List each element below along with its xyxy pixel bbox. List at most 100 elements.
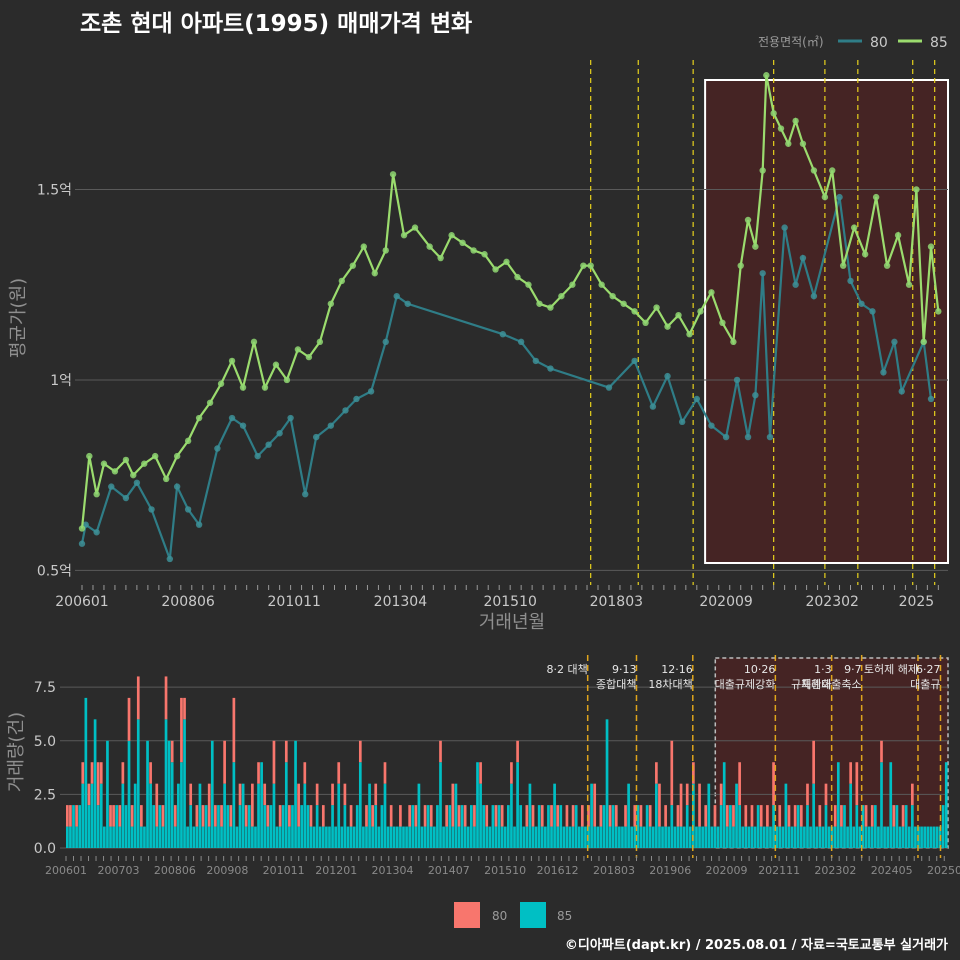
data-point-85: [228, 357, 236, 365]
bar-80: [793, 805, 797, 827]
bar-85: [106, 740, 109, 848]
bar-85: [510, 783, 513, 848]
bar-80: [901, 805, 905, 827]
data-point-80: [276, 430, 283, 437]
bar-85: [904, 805, 908, 848]
bar-85: [420, 826, 424, 848]
bar-85: [840, 826, 843, 848]
volume-y-tick-label: 5.0: [34, 734, 56, 750]
bar-80: [759, 805, 763, 827]
data-point-85: [927, 243, 935, 250]
data-point-85: [371, 270, 378, 277]
volume-y-tick-label: 7.5: [34, 680, 56, 696]
bar-85: [889, 762, 893, 848]
bar-85: [525, 826, 529, 848]
policy-annotation: 특례대출축소: [801, 678, 862, 691]
bar-80: [550, 805, 553, 827]
data-point-80: [898, 388, 905, 395]
bar-85: [713, 826, 717, 848]
bar-80: [75, 805, 78, 827]
bar-85: [852, 826, 856, 848]
bar-85: [584, 826, 587, 848]
bar-85: [655, 783, 658, 848]
data-point-85: [272, 361, 280, 368]
bar-85: [207, 826, 211, 848]
data-point-80: [517, 338, 525, 346]
data-point-85: [448, 232, 455, 239]
data-point-80: [93, 529, 100, 536]
bar-85: [873, 805, 877, 848]
bar-85: [719, 805, 723, 848]
bar-85: [688, 826, 692, 848]
bar-85: [75, 826, 78, 848]
bar-80: [232, 697, 236, 763]
data-point-85: [525, 281, 532, 288]
bar-85: [349, 826, 353, 848]
bar-80: [633, 805, 637, 827]
data-point-85: [872, 193, 880, 201]
bar-80: [423, 805, 427, 827]
bar-85: [537, 805, 541, 848]
policy-annotation: 대출규제강화: [715, 678, 776, 691]
bar-85: [315, 805, 319, 848]
volume-x-tick-label: 200703: [98, 864, 140, 877]
bar-80: [648, 805, 652, 827]
bar-80: [556, 805, 560, 827]
bar-85: [318, 826, 322, 848]
bar-80: [824, 783, 828, 806]
bar-85: [565, 826, 569, 848]
bar-80: [429, 805, 433, 827]
volume-legend-label-80: 80: [492, 909, 507, 923]
bar-85: [343, 805, 347, 848]
bar-85: [587, 826, 590, 848]
data-point-85: [905, 281, 913, 288]
data-point-80: [792, 281, 799, 288]
bar-85: [294, 740, 297, 848]
bar-80: [599, 805, 603, 827]
bar-80: [244, 805, 248, 827]
bar-85: [599, 826, 603, 848]
bar-80: [66, 805, 69, 827]
bar-85: [192, 826, 196, 848]
x-axis-title: 거래년월: [479, 612, 545, 633]
bar-85: [87, 805, 91, 848]
bar-85: [926, 826, 930, 848]
bar-85: [596, 826, 600, 848]
bar-85: [423, 826, 427, 848]
bar-80: [658, 783, 661, 827]
bar-80: [473, 805, 476, 827]
data-point-80: [880, 369, 887, 376]
bar-85: [914, 826, 917, 848]
bar-85: [547, 805, 550, 848]
bar-80: [207, 783, 211, 827]
bar-85: [445, 826, 449, 848]
bar-85: [173, 826, 177, 848]
bar-85: [766, 826, 769, 848]
bar-80: [374, 783, 378, 806]
bar-80: [670, 740, 674, 806]
bar-85: [796, 805, 800, 848]
data-point-85: [821, 193, 829, 201]
bar-80: [257, 762, 260, 784]
bar-85: [201, 826, 205, 848]
bar-85: [698, 826, 701, 848]
bar-80: [136, 676, 140, 720]
policy-annotation: 8·2 대책: [546, 663, 587, 676]
legends: 전용면적(㎡) 80 85 80 85: [454, 35, 948, 928]
bar-80: [500, 805, 504, 827]
bar-85: [756, 805, 760, 848]
bar-80: [140, 805, 143, 827]
bar-80: [485, 805, 489, 827]
bar-80: [692, 762, 695, 784]
bar-85: [593, 826, 597, 848]
bar-80: [516, 740, 519, 763]
data-point-80: [173, 483, 181, 490]
data-point-80: [858, 300, 865, 307]
data-point-85: [130, 471, 137, 479]
bar-85: [932, 826, 936, 848]
bar-80: [892, 805, 896, 827]
data-point-80: [722, 433, 730, 441]
data-point-85: [389, 171, 397, 178]
data-point-80: [313, 433, 320, 441]
bar-80: [725, 805, 729, 827]
